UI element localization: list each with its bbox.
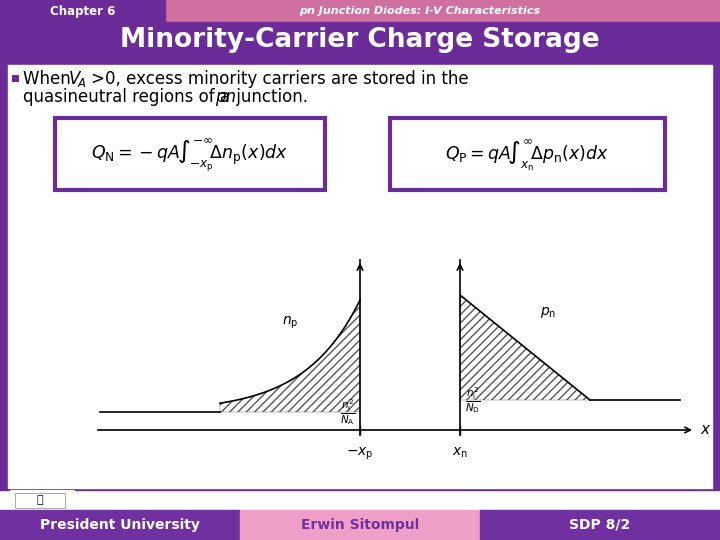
Text: junction.: junction. [231,88,308,106]
Polygon shape [460,295,590,400]
Text: $\dfrac{n_{\rm i}^2}{N_{\rm A}}$: $\dfrac{n_{\rm i}^2}{N_{\rm A}}$ [340,397,355,427]
Text: President University: President University [40,518,200,532]
Text: $\dfrac{n_{\rm i}^2}{N_{\rm D}}$: $\dfrac{n_{\rm i}^2}{N_{\rm D}}$ [465,385,481,415]
Text: $x_{\rm n}$: $x_{\rm n}$ [452,446,468,461]
Polygon shape [15,493,65,508]
FancyBboxPatch shape [390,118,665,190]
Text: pn: pn [215,88,236,106]
Polygon shape [10,490,75,510]
Text: When: When [23,70,76,88]
FancyBboxPatch shape [55,118,325,190]
Text: $x$: $x$ [700,422,711,437]
Text: Chapter 6: Chapter 6 [50,4,116,17]
Text: $-x_{\rm p}$: $-x_{\rm p}$ [346,446,374,462]
Text: $p_{\rm n}$: $p_{\rm n}$ [540,305,557,320]
Polygon shape [12,75,19,82]
Text: Erwin Sitompul: Erwin Sitompul [301,518,419,532]
Text: Minority-Carrier Charge Storage: Minority-Carrier Charge Storage [120,27,600,53]
Text: SDP 8/2: SDP 8/2 [570,518,631,532]
Text: quasineutral regions of a: quasineutral regions of a [23,88,235,106]
Text: $n_{\rm p}$: $n_{\rm p}$ [282,315,298,332]
Text: $Q_{\rm N} = -qA\!\int_{-x_{\rm p}}^{-\infty}\!\Delta n_{\rm p}(x)dx$: $Q_{\rm N} = -qA\!\int_{-x_{\rm p}}^{-\i… [91,136,289,174]
Text: pn Junction Diodes: I-V Characteristics: pn Junction Diodes: I-V Characteristics [300,6,541,16]
Polygon shape [220,300,360,412]
Text: $V_{\!A}$: $V_{\!A}$ [68,69,86,89]
Text: 🏛: 🏛 [37,495,43,505]
Text: >0, excess minority carriers are stored in the: >0, excess minority carriers are stored … [91,70,469,88]
Text: $Q_{\rm P} = qA\!\int_{x_{\rm n}}^{\infty}\!\Delta p_{\rm n}(x)dx$: $Q_{\rm P} = qA\!\int_{x_{\rm n}}^{\inft… [445,137,609,173]
